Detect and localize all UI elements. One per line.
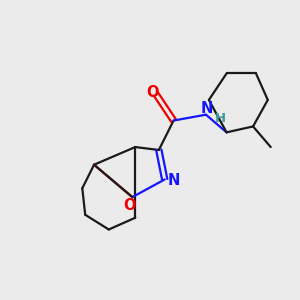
Text: O: O: [124, 198, 136, 213]
Text: N: N: [167, 173, 180, 188]
Text: H: H: [215, 112, 226, 125]
Text: O: O: [147, 85, 159, 100]
Text: N: N: [200, 101, 213, 116]
